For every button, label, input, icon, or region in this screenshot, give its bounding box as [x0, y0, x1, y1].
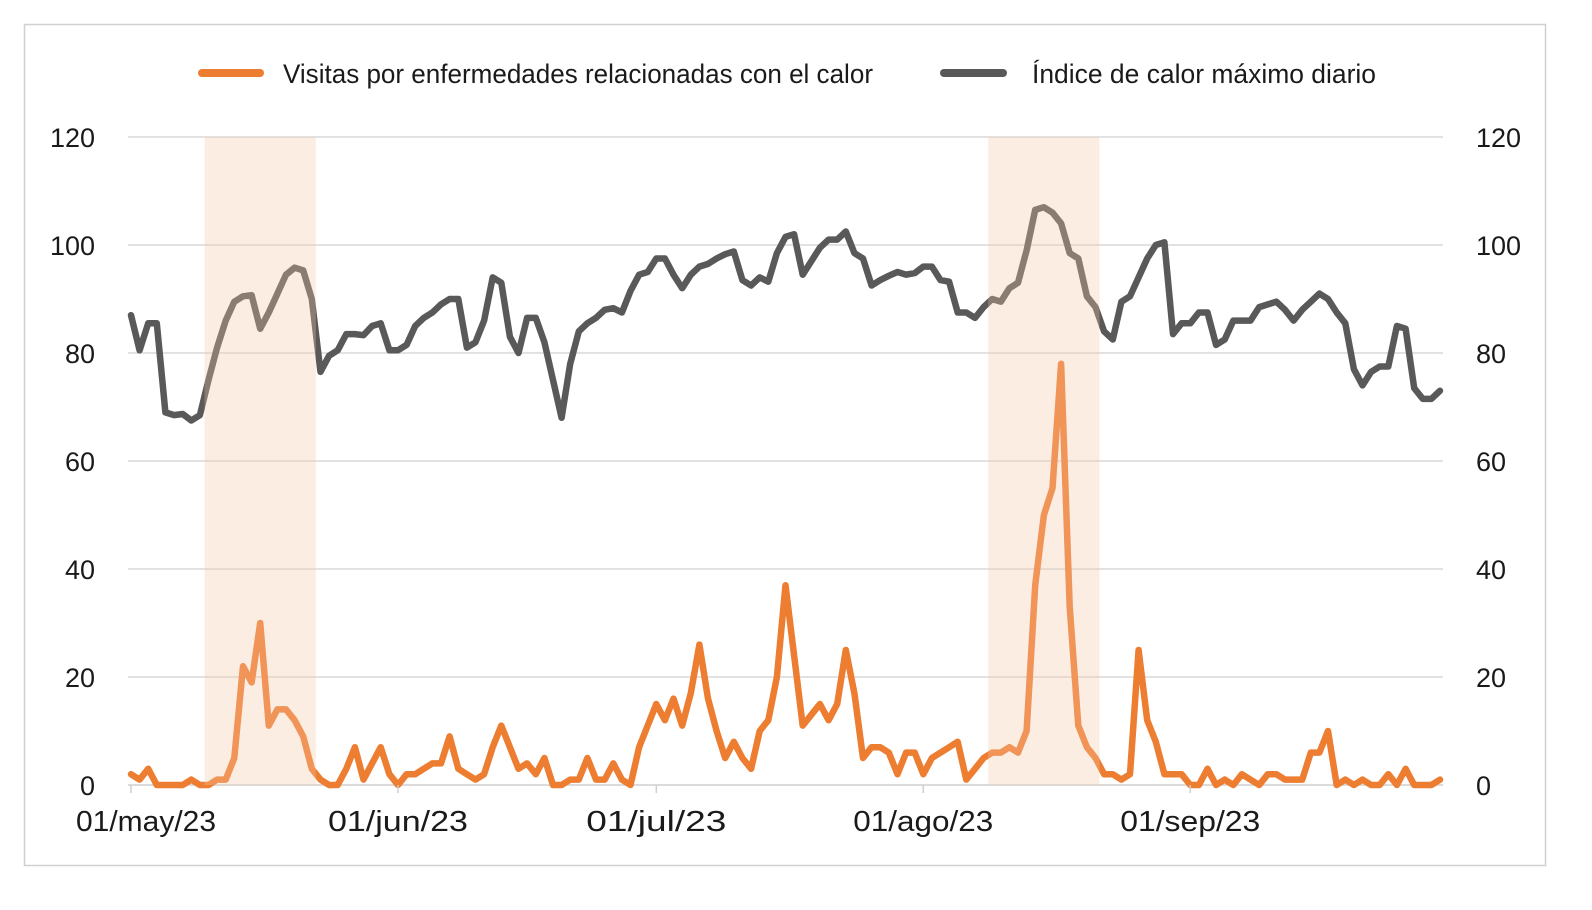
y-tick-label-right: 80: [1476, 339, 1506, 369]
legend-label-visits: Visitas por enfermedades relacionadas co…: [283, 59, 873, 89]
y-axis-right: 0 20 40 60 80 100 120: [1476, 123, 1521, 801]
y-tick-label-right: 120: [1476, 123, 1521, 153]
y-tick-label-left: 60: [65, 447, 95, 477]
highlight-band: [204, 137, 316, 785]
legend-label-heat-index: Índice de calor máximo diario: [1032, 59, 1376, 89]
y-tick-label-left: 120: [50, 123, 95, 153]
gridlines: [128, 136, 1443, 786]
series-lines: [127, 203, 1444, 789]
x-axis: 01/may/23 01/jun/23 01/jul/23 01/ago/23 01/s…: [76, 785, 1260, 838]
series-line-visits: [127, 360, 1444, 789]
x-tick-label: 01/ago/23: [853, 806, 993, 838]
y-tick-label-right: 20: [1476, 663, 1506, 693]
x-tick-label: 01/jun/23: [328, 806, 468, 838]
y-tick-label-right: 60: [1476, 447, 1506, 477]
x-tick-label: 01/jul/23: [586, 806, 726, 838]
y-axis-left: 0 20 40 60 80 100 120: [50, 123, 95, 801]
y-tick-label-left: 40: [65, 555, 95, 585]
y-tick-label-left: 80: [65, 339, 95, 369]
y-tick-label-left: 100: [50, 231, 95, 261]
y-tick-label-right: 100: [1476, 231, 1521, 261]
highlight-band: [988, 137, 1100, 785]
highlight-bands: [204, 137, 1100, 785]
y-tick-label-right: 0: [1476, 771, 1491, 801]
legend: Visitas por enfermedades relacionadas co…: [198, 59, 1376, 89]
y-tick-label-left: 0: [80, 771, 95, 801]
chart-border: [23, 23, 1547, 867]
x-tick-label: 01/sep/23: [1120, 806, 1260, 838]
series-line-heat-index: [127, 203, 1444, 424]
x-tick-label: 01/may/23: [76, 806, 216, 838]
y-tick-label-left: 20: [65, 663, 95, 693]
y-tick-label-right: 40: [1476, 555, 1506, 585]
